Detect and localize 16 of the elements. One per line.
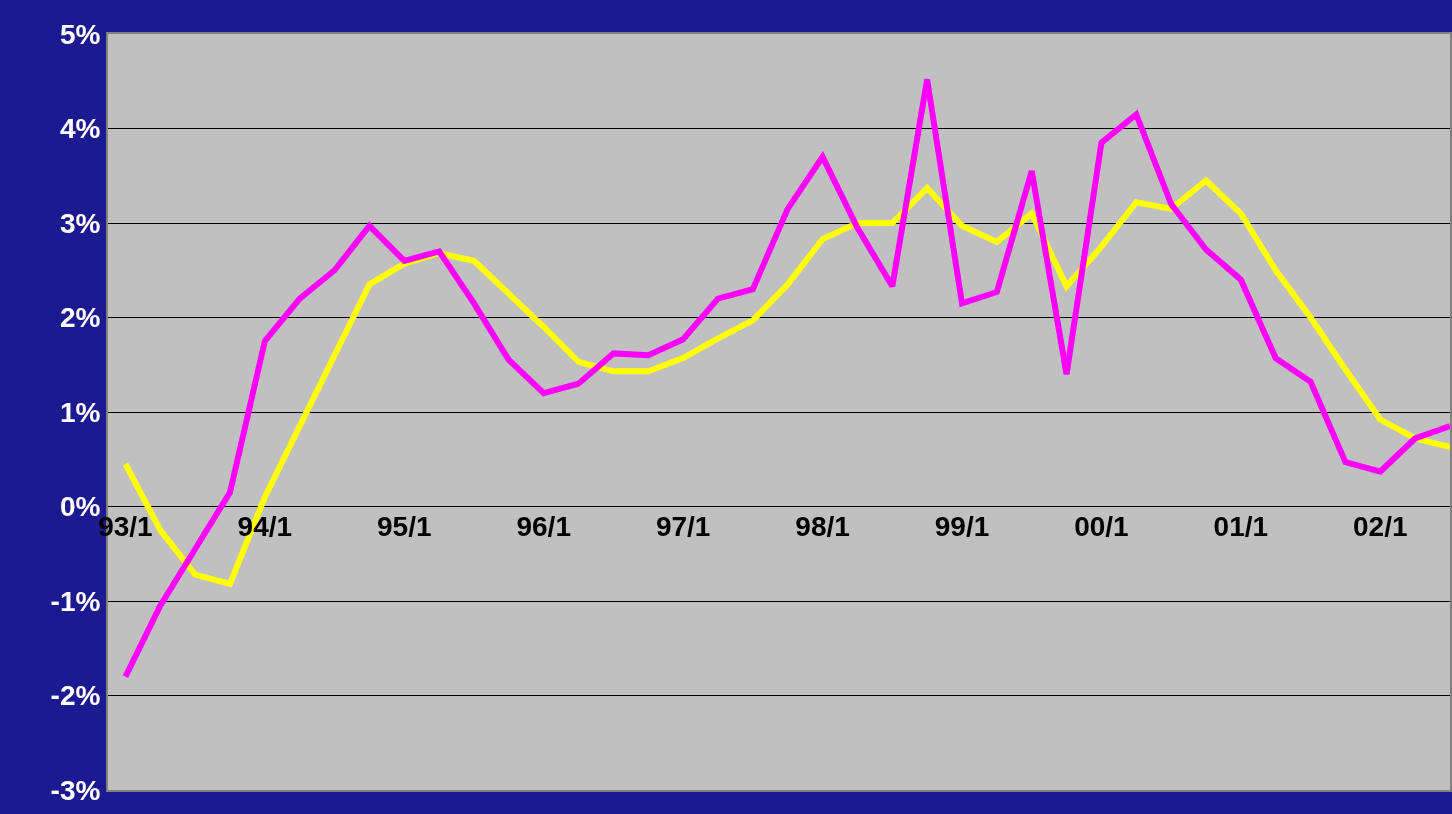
y-tick-label: -2% [50, 680, 101, 712]
y-tick-label: 1% [59, 396, 101, 428]
y-tick-label: 2% [59, 302, 101, 334]
x-tick-label: 97/1 [655, 510, 711, 542]
x-tick-label: 02/1 [1353, 510, 1408, 542]
x-tick-label: 01/1 [1213, 510, 1269, 542]
x-tick-label: 99/1 [934, 510, 990, 542]
y-tick-label: -1% [50, 585, 101, 617]
y-tick-label: 3% [59, 207, 101, 239]
x-tick-label: 00/1 [1074, 510, 1129, 542]
y-tick-label: 5% [59, 18, 101, 50]
y-tick-label: -3% [50, 774, 101, 806]
y-tick-label: 4% [59, 113, 101, 145]
x-tick-label: 95/1 [377, 510, 432, 542]
x-tick-label: 98/1 [795, 510, 850, 542]
x-tick-label: 96/1 [516, 510, 571, 542]
